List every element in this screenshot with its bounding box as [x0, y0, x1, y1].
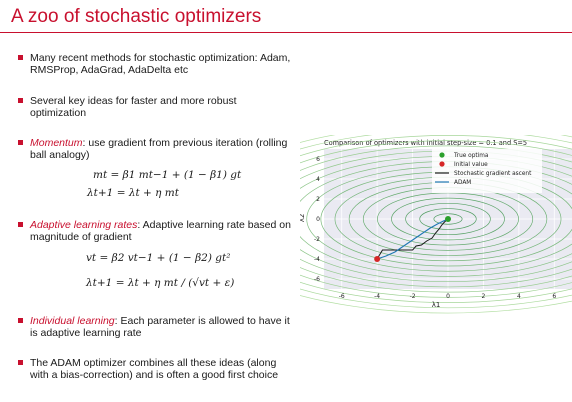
equation-momentum-update: mt = β1 mt−1 + (1 − β1) gt — [93, 169, 241, 181]
bullet-marker — [18, 140, 23, 145]
true-optima-point — [445, 216, 451, 222]
y-tick-label: 6 — [316, 156, 320, 163]
legend-item-sgd-label: Stochastic gradient ascent — [454, 171, 532, 177]
equation-text: vt = β2 vt−1 + (1 − β2) gt² — [86, 252, 231, 264]
bullet-adam: The ADAM optimizer combines all these id… — [18, 357, 293, 381]
y-tick-label: 4 — [316, 176, 320, 183]
y-tick-label: 2 — [316, 196, 320, 203]
equation-adaptive-step: λt+1 = λt + η mt / (√vt + ε) — [86, 277, 234, 289]
legend-item-adam-label: ADAM — [454, 180, 471, 186]
initial-value-point — [374, 256, 381, 262]
x-tick-label: 0 — [446, 293, 450, 300]
y-tick-label: -6 — [314, 276, 320, 283]
legend-box — [432, 149, 542, 193]
y-axis-label: λ2 — [300, 214, 306, 223]
contour-line — [419, 208, 477, 230]
equation-momentum-step: λt+1 = λt + η mt — [87, 187, 179, 199]
bullet-marker — [18, 222, 23, 227]
slide-title: A zoo of stochastic optimizers — [11, 6, 262, 27]
bullet-momentum: Momentum: use gradient from previous ite… — [18, 137, 293, 161]
equation-text: λt+1 = λt + η mt — [87, 187, 179, 199]
contour-line — [405, 202, 491, 236]
sgd-path-line — [376, 218, 449, 260]
chart-svg: Comparison of optimizers with initial st… — [193, 124, 572, 314]
legend-item-initial-value-label: Initial value — [454, 162, 488, 168]
bullet-marker — [18, 98, 23, 103]
legend-item-initial-value-marker — [439, 161, 445, 167]
x-tick-label: 4 — [517, 293, 521, 300]
x-tick-label: 2 — [482, 293, 486, 300]
x-tick-label: -6 — [339, 293, 345, 300]
optimizer-comparison-chart: Comparison of optimizers with initial st… — [193, 124, 572, 315]
bullet-marker — [18, 360, 23, 365]
y-tick-label: -4 — [314, 256, 320, 263]
title-divider — [0, 32, 572, 33]
bullet-text: Several key ideas for faster and more ro… — [30, 95, 237, 119]
adam-path-line — [376, 218, 449, 260]
bullet-lead: Individual learning — [30, 315, 115, 327]
bullet-individual: Individual learning: Each parameter is a… — [18, 315, 293, 339]
equation-text: λt+1 = λt + η mt / (√vt + ε) — [86, 277, 235, 289]
bullet-text: The ADAM optimizer combines all these id… — [30, 357, 279, 381]
bullet-text: Many recent methods for stochastic optim… — [30, 52, 291, 76]
bullet-lead: Momentum — [30, 137, 83, 149]
chart-title: Comparison of optimizers with initial st… — [324, 139, 527, 147]
y-tick-label: 0 — [316, 216, 320, 223]
contour-line — [433, 213, 463, 225]
bullet-marker — [18, 318, 23, 323]
x-tick-label: -4 — [374, 293, 380, 300]
bullet-text: Individual learning: Each parameter is a… — [30, 315, 290, 339]
x-tick-label: -2 — [410, 293, 416, 300]
bullet-marker — [18, 55, 23, 60]
y-tick-label: -2 — [314, 236, 320, 243]
bullet-text: Momentum: use gradient from previous ite… — [30, 137, 288, 161]
bullet-adaptive: Adaptive learning rates: Adaptive learni… — [18, 219, 293, 243]
bullet-text: Adaptive learning rates: Adaptive learni… — [30, 219, 291, 243]
legend-item-true-optima-label: True optima — [453, 153, 489, 159]
bullet-optimizers: Many recent methods for stochastic optim… — [18, 52, 293, 76]
x-tick-label: 6 — [552, 293, 556, 300]
equation-text: mt = β1 mt−1 + (1 − β1) gt — [93, 169, 242, 181]
x-axis-label: λ1 — [432, 301, 441, 309]
equation-adaptive-update: vt = β2 vt−1 + (1 − β2) gt² — [86, 252, 230, 264]
bullet-lead: Adaptive learning rates — [30, 219, 138, 231]
legend-item-true-optima-marker — [439, 152, 445, 158]
contour-line — [391, 197, 505, 241]
plot-area: -6 -4 -2 0 2 4 6 -6 -4 -2 0 2 4 6 True optima Initial v… — [193, 124, 572, 314]
bullet-key-ideas: Several key ideas for faster and more ro… — [18, 95, 293, 119]
